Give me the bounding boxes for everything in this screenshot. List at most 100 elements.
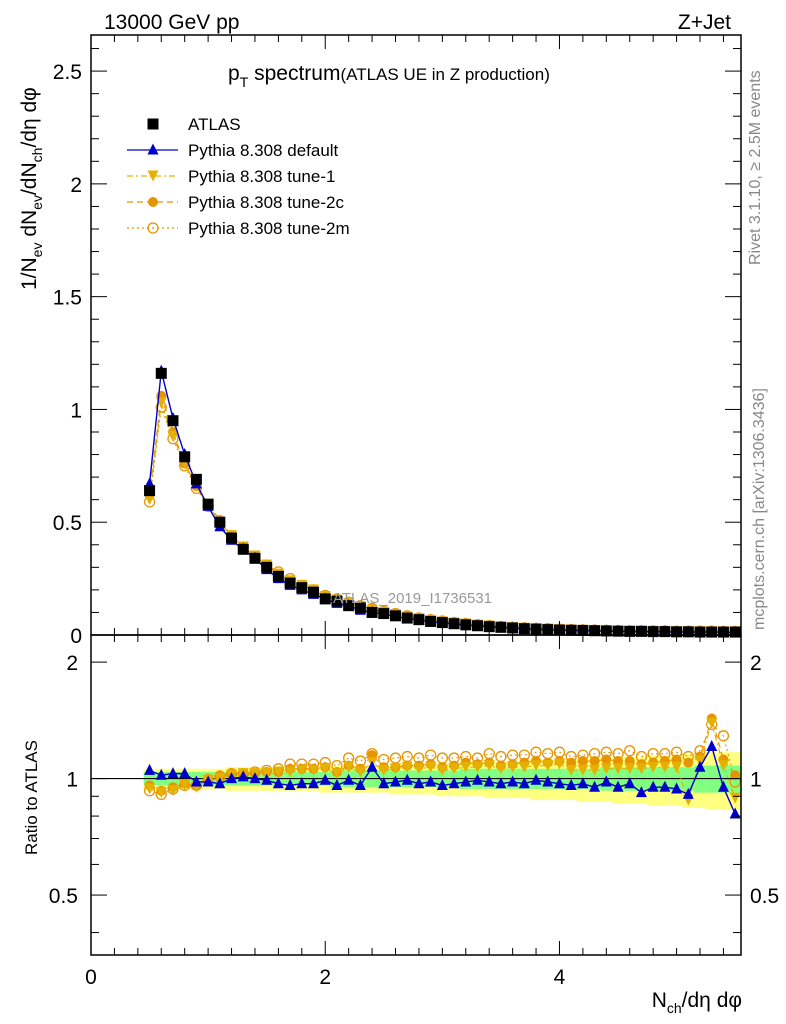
- ratio-point: [600, 775, 612, 787]
- data-point: [366, 606, 378, 618]
- ratio-line: [149, 721, 736, 802]
- ratio-point: [471, 761, 483, 773]
- ratio-point: [600, 763, 612, 775]
- ratio-point: [401, 773, 413, 785]
- data-point: [460, 619, 472, 631]
- ratio-point: [635, 786, 647, 798]
- data-point: [401, 612, 413, 624]
- legend-marker: [147, 143, 159, 155]
- ratio-point: [507, 775, 519, 787]
- ratio-point: [155, 787, 167, 799]
- process-label: Z+Jet: [678, 11, 731, 34]
- ratio-point: [495, 763, 507, 775]
- ratio-y-tick-label-left: 2: [66, 652, 78, 675]
- ratio-point: [624, 777, 636, 789]
- legend-label: Pythia 8.308 default: [188, 141, 339, 160]
- data-point: [226, 532, 238, 544]
- data-point: [471, 620, 483, 632]
- ratio-point: [155, 768, 167, 780]
- x-axis-title: Nch/dη dφ: [652, 989, 742, 1016]
- ratio-point: [717, 780, 729, 792]
- ratio-point: [659, 761, 671, 773]
- data-point: [659, 626, 671, 638]
- ratio-point: [542, 760, 554, 772]
- ratio-point: [425, 775, 437, 787]
- ratio-point: [226, 772, 238, 784]
- data-point: [179, 451, 191, 463]
- ratio-point: [261, 773, 273, 785]
- ratio-y-tick-label-left: 0.5: [49, 885, 78, 908]
- ratio-point: [179, 779, 191, 791]
- data-point: [144, 494, 156, 506]
- data-point: [331, 595, 343, 607]
- ratio-point: [272, 766, 284, 778]
- ratio-point: [553, 758, 565, 770]
- ratio-point: [518, 761, 530, 773]
- top-y-tick-label: 1.5: [53, 287, 82, 310]
- legend-label: Pythia 8.308 tune-1: [188, 167, 335, 186]
- ratio-point: [706, 717, 718, 729]
- data-point: [425, 615, 437, 627]
- ratio-point: [214, 777, 226, 789]
- ratio-point: [366, 760, 378, 772]
- ratio-point: [436, 764, 448, 776]
- data-point: [237, 543, 249, 555]
- ratio-point: [378, 764, 390, 776]
- ratio-point: [624, 763, 636, 775]
- ratio-point: [717, 730, 730, 742]
- legend-marker: [148, 197, 158, 207]
- title-sub: T: [240, 74, 249, 90]
- ratio-point: [378, 777, 390, 789]
- ratio-point: [647, 761, 659, 773]
- ratio-y-tick-label-right: 1: [750, 769, 762, 792]
- ratio-point: [354, 778, 366, 790]
- ratio-point: [331, 778, 343, 790]
- ratio-point: [308, 764, 320, 776]
- legend-label: Pythia 8.308 tune-2m: [188, 219, 350, 238]
- ratio-point: [272, 777, 284, 789]
- data-point: [308, 586, 320, 598]
- ratio-point: [284, 778, 296, 790]
- ratio-point: [589, 756, 600, 767]
- ratio-point: [202, 775, 214, 787]
- data-point: [202, 498, 214, 510]
- bottom-frame: [90, 634, 742, 956]
- data-point: [612, 625, 624, 637]
- ratio-point: [706, 740, 718, 752]
- ratio-point: [671, 761, 683, 773]
- data-point: [436, 617, 448, 629]
- data-point: [390, 610, 402, 622]
- ratio-point: [448, 763, 460, 775]
- top-y-tick-label: 1: [70, 399, 82, 422]
- data-point: [682, 626, 694, 638]
- ratio-point: [601, 754, 612, 765]
- mcplots-label: mcplots.cern.ch [arXiv:1306.3436]: [751, 388, 768, 630]
- rivet-label: Rivet 3.1.10, ≥ 2.5M events: [747, 70, 764, 265]
- legend-entry: Pythia 8.308 tune-2m: [127, 219, 350, 238]
- data-point: [448, 618, 460, 630]
- energy-label: 13000 GeV pp: [104, 11, 239, 34]
- data-point: [167, 431, 179, 443]
- data-point: [495, 621, 507, 633]
- ratio-point: [507, 761, 519, 773]
- ratio-point: [589, 764, 601, 776]
- ratio-point: [577, 777, 589, 789]
- data-point: [589, 625, 601, 637]
- ratio-point: [659, 780, 671, 792]
- ratio-point: [694, 760, 706, 772]
- ratio-point: [683, 757, 694, 768]
- top-y-axis-title: 1/Nev dNev/dNch/dη dφ: [18, 87, 45, 290]
- ratio-point: [284, 766, 296, 778]
- ratio-point: [308, 777, 320, 789]
- ratio-point: [249, 772, 261, 784]
- legend-label: Pythia 8.308 tune-2c: [188, 193, 344, 212]
- ratio-point: [553, 777, 565, 789]
- data-point: [518, 623, 530, 635]
- ratio-y-ticks: [91, 661, 741, 934]
- ratio-point: [261, 768, 273, 780]
- data-point: [296, 582, 308, 594]
- ratio-point: [436, 778, 448, 790]
- ratio-point: [483, 760, 495, 772]
- title-main: p: [228, 62, 240, 85]
- x-tick-label: 2: [319, 966, 331, 989]
